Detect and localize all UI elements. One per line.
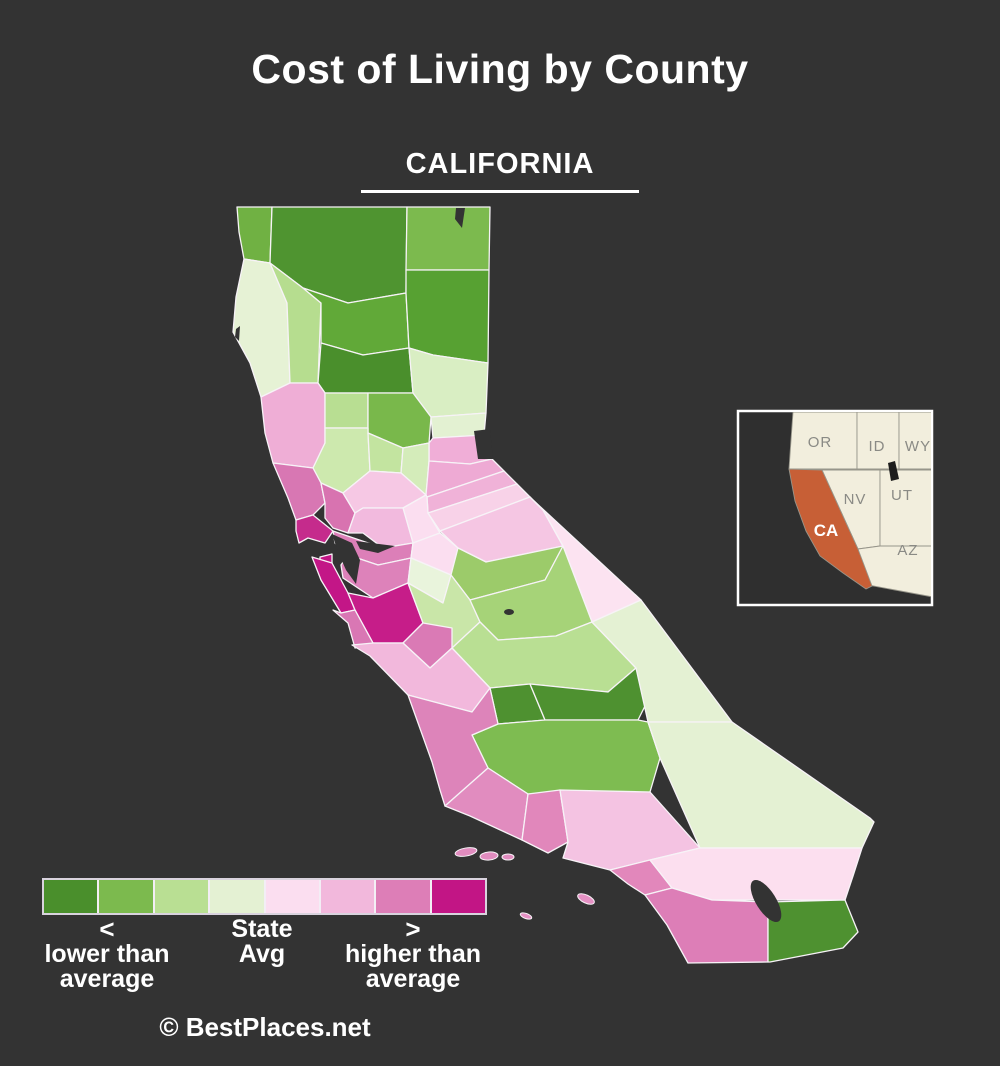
island-catalina: [577, 893, 595, 905]
inset-state-california: [788, 468, 873, 590]
salton-sea: [750, 879, 782, 923]
island-san-clemente: [519, 912, 533, 920]
county-san-bernardino: [647, 721, 875, 849]
suisun-delta: [356, 541, 395, 553]
inset-label-nv: NV: [844, 491, 867, 508]
county-lassen: [405, 269, 490, 364]
humboldt-bay: [235, 326, 240, 341]
channel-island-2: [479, 851, 499, 861]
county-del-norte: [236, 206, 273, 264]
county-marin: [295, 514, 334, 544]
inset-state-oregon: [788, 412, 858, 470]
legend-label-higher: > higher than average: [313, 914, 513, 992]
channel-island-3: [501, 853, 515, 861]
legend-swatch-5: [265, 880, 321, 913]
legend-swatch-6: [320, 880, 377, 913]
inset-great-salt-lake: [888, 461, 899, 481]
county-riverside: [649, 847, 863, 901]
county-mendocino: [260, 382, 326, 469]
mono-lake: [504, 609, 514, 615]
inset-content: OR ID WY NV UT AZ CA: [788, 412, 931, 598]
county-glenn: [324, 392, 369, 429]
water-layer: [235, 208, 782, 923]
inset-label-az: AZ: [897, 542, 918, 559]
legend-swatch-1: [44, 880, 100, 913]
county-monterey: [351, 642, 491, 713]
inset-label-wy: WY: [905, 438, 931, 455]
inset-label-ut: UT: [891, 487, 913, 504]
islands-layer: [454, 847, 595, 920]
legend-label-state-avg: State Avg: [231, 915, 293, 968]
inset-label-ca: CA: [814, 521, 839, 540]
channel-island-1: [454, 847, 478, 857]
western-us-inset-map: OR ID WY NV UT AZ CA: [736, 409, 934, 607]
county-imperial: [767, 899, 859, 963]
san-francisco-bay: [332, 534, 360, 584]
goose-lake: [455, 208, 465, 228]
county-modoc: [405, 206, 491, 271]
subtitle-california: CALIFORNIA: [360, 148, 640, 193]
inset-state-wyoming: [898, 412, 931, 470]
less-than-symbol: <: [99, 914, 115, 944]
legend-swatch-2: [99, 880, 155, 913]
county-solano: [347, 507, 414, 549]
page-title: Cost of Living by County: [251, 46, 749, 92]
greater-than-symbol: >: [405, 914, 421, 944]
county-sonoma: [272, 462, 326, 521]
inset-label-or: OR: [808, 434, 833, 451]
legend-label-lower: < lower than average: [17, 914, 197, 992]
legend-swatch-3: [154, 880, 211, 913]
subtitle-wrap: CALIFORNIA: [0, 148, 1000, 193]
inset-label-id: ID: [869, 438, 886, 455]
copyright: © BestPlaces.net: [159, 1012, 371, 1042]
inset-state-utah: [879, 469, 931, 547]
county-san-luis-obispo: [407, 687, 499, 807]
legend-swatch-8: [431, 880, 485, 913]
legend-swatch-7: [376, 880, 432, 913]
legend-swatch-4: [210, 880, 266, 913]
lake-tahoe: [474, 429, 493, 459]
legend-color-scale: [42, 878, 487, 915]
